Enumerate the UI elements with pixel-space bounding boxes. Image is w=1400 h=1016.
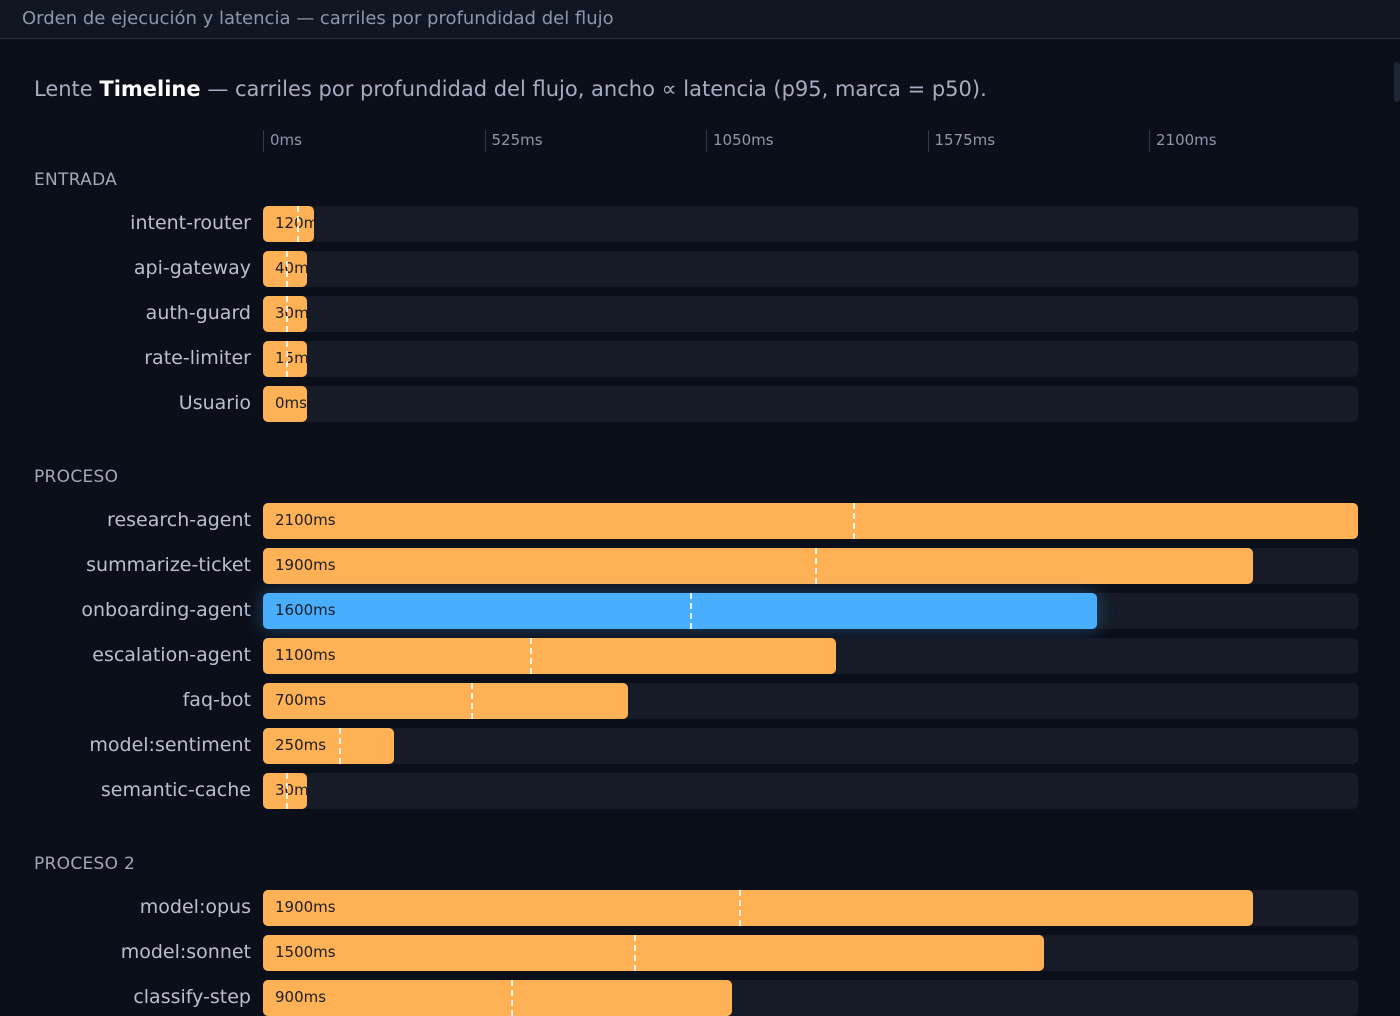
p50-marker [286, 296, 289, 332]
row-label: semantic-cache [100, 779, 251, 801]
latency-bar[interactable]: 0ms [263, 386, 307, 422]
lane-track [263, 773, 1358, 809]
bar-value-label: 2100ms [275, 511, 336, 529]
bar-value-label: 30ms [275, 781, 317, 799]
p50-marker [338, 728, 341, 764]
latency-bar[interactable]: 700ms [263, 683, 629, 719]
axis-tick-3 [927, 130, 929, 152]
row-label: api-gateway [133, 257, 251, 279]
lane-track [263, 206, 1358, 242]
axis-tick-label: 1050ms [713, 131, 774, 149]
axis-tick-label: 1575ms [934, 131, 996, 149]
section-label: PROCESO 2 [34, 854, 136, 874]
heading-suffix: — carriles por profundidad del flujo, an… [200, 77, 987, 101]
bar-value-label: 30ms [275, 304, 317, 322]
heading-lens-name: Timeline [99, 77, 201, 101]
row-label: rate-limiter [144, 347, 251, 369]
bar-value-label: 250ms [275, 736, 327, 754]
row-label: model:sonnet [120, 941, 251, 963]
p50-marker [633, 935, 636, 971]
latency-bar[interactable]: 900ms [263, 980, 732, 1016]
p50-marker [286, 251, 289, 287]
axis-tick-2 [706, 130, 707, 152]
latency-bar[interactable]: 120ms [263, 206, 326, 242]
lane-track [263, 341, 1358, 377]
latency-bar[interactable]: 15ms [263, 341, 317, 377]
row-label: escalation-agent [92, 644, 251, 666]
latency-bar[interactable]: 1900ms [263, 548, 1253, 584]
lane-track [263, 386, 1358, 422]
latency-bar[interactable]: 30ms [263, 296, 317, 332]
lane-track [263, 728, 1358, 764]
p50-marker [471, 683, 474, 719]
latency-bar[interactable]: 30ms [263, 773, 317, 809]
lane-track [263, 296, 1358, 332]
heading-prefix: Lente [34, 77, 100, 101]
row-label: classify-step [133, 986, 251, 1008]
p50-marker [690, 593, 693, 629]
row-label: research-agent [107, 509, 251, 531]
p50-marker [852, 503, 855, 539]
p50-marker [814, 548, 817, 584]
latency-bar[interactable]: 2100ms [263, 503, 1358, 539]
row-label: onboarding-agent [81, 599, 251, 621]
axis-tick-4 [1149, 130, 1150, 152]
bar-value-label: 40ms [275, 259, 317, 277]
p50-marker [296, 206, 299, 242]
axis-tick-label: 0ms [270, 131, 302, 149]
bar-value-label: 15ms [275, 349, 317, 367]
row-label: model:opus [139, 896, 251, 918]
window-titlebar: Orden de ejecución y latencia — carriles… [0, 0, 1400, 39]
axis-tick-label: 525ms [491, 131, 543, 149]
latency-bar[interactable]: 1100ms [263, 638, 836, 674]
bar-value-label: 0ms [275, 394, 307, 412]
scrollbar-thumb[interactable] [1394, 62, 1400, 102]
section-label: PROCESO [34, 467, 119, 487]
bar-value-label: 1100ms [275, 646, 336, 664]
bar-value-label: 1900ms [275, 898, 336, 916]
section-label: ENTRADA [34, 170, 118, 190]
row-label: summarize-ticket [86, 554, 251, 576]
latency-bar[interactable]: 1600ms [263, 593, 1097, 629]
row-label: model:sentiment [89, 734, 251, 756]
latency-bar[interactable]: 1500ms [263, 935, 1045, 971]
bar-value-label: 120ms [275, 214, 327, 232]
latency-bar[interactable]: 250ms [263, 728, 394, 764]
p50-marker [738, 890, 741, 926]
row-label: auth-guard [145, 302, 251, 324]
p50-marker [286, 341, 289, 377]
row-label: Usuario [178, 392, 251, 414]
window-title: Orden de ejecución y latencia — carriles… [22, 8, 614, 29]
p50-marker [530, 638, 533, 674]
page-heading: Lente Timeline — carriles por profundida… [34, 77, 987, 101]
bar-value-label: 1600ms [275, 601, 336, 619]
bar-value-label: 1900ms [275, 556, 336, 574]
lane-track [263, 251, 1358, 287]
row-label: faq-bot [182, 689, 251, 711]
bar-value-label: 900ms [275, 988, 327, 1006]
latency-bar[interactable]: 40ms [263, 251, 317, 287]
bar-value-label: 700ms [275, 691, 327, 709]
p50-marker [511, 980, 514, 1016]
axis-tick-0 [263, 130, 264, 152]
p50-marker [286, 773, 289, 809]
row-label: intent-router [130, 212, 251, 234]
axis-tick-label: 2100ms [1156, 131, 1217, 149]
bar-value-label: 1500ms [275, 943, 336, 961]
latency-bar[interactable]: 1900ms [263, 890, 1253, 926]
axis-tick-1 [484, 130, 486, 152]
